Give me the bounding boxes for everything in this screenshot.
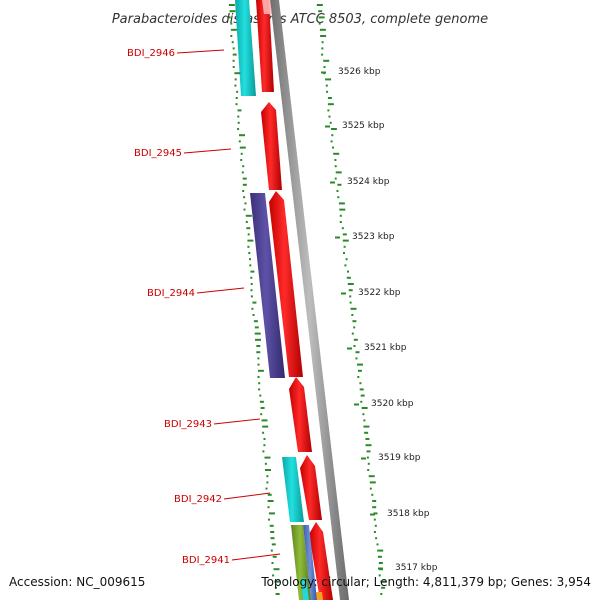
gene-bdi-2942[interactable] [300, 455, 322, 520]
genome-backbone [270, 0, 349, 600]
accession-text: Accession: NC_009615 [9, 575, 145, 589]
gc-content-track [228, 4, 387, 595]
reverse-strand-genes [235, 0, 323, 600]
gene-bdi-2946[interactable] [256, 0, 274, 92]
gene-label-bdi-2943[interactable]: BDI_2943 [164, 419, 212, 430]
gene-label-bdi-2945[interactable]: BDI_2945 [134, 148, 182, 159]
gene-label-leader [176, 49, 225, 54]
gene-bdi-2946-rev[interactable] [235, 0, 256, 96]
gene-label-bdi-2942[interactable]: BDI_2942 [174, 494, 222, 505]
kbp-tick-label: 3520 kbp [371, 399, 414, 409]
gene-label-leader [231, 553, 281, 561]
kbp-tick-label: 3521 kbp [364, 343, 407, 353]
gene-label-bdi-2944[interactable]: BDI_2944 [147, 288, 195, 299]
kbp-tick-label: 3519 kbp [378, 453, 421, 463]
kbp-scale: 3526 kbp 3525 kbp 3524 kbp 3523 kbp 3522 kbp… [321, 67, 438, 573]
gene-label-leader [213, 418, 261, 425]
kbp-tick-label: 3523 kbp [352, 232, 395, 242]
topology-text: Topology: circular; Length: 4,811,379 bp… [260, 575, 591, 589]
kbp-tick-label: 3518 kbp [387, 509, 430, 519]
gene-label-leader [183, 148, 232, 154]
gene-bdi-2945[interactable] [261, 102, 282, 190]
gene-bdi-2943[interactable] [289, 377, 312, 452]
kbp-tick-label: 3525 kbp [342, 121, 385, 131]
gene-label-bdi-2946[interactable]: BDI_2946 [127, 48, 175, 59]
kbp-tick-label: 3524 kbp [347, 177, 390, 187]
map-title: Parabacteroides distasonis ATCC 8503, co… [112, 12, 488, 27]
gene-labels: BDI_2946 BDI_2945 BDI_2944 BDI_2943 BDI_2942… [127, 48, 281, 566]
gene-bdi-2944-rev[interactable] [250, 193, 285, 378]
gene-bdi-2944[interactable] [269, 191, 303, 377]
gene-label-leader [223, 492, 271, 500]
gene-bdi-2942-rev[interactable] [282, 457, 304, 522]
kbp-tick-label: 3517 kbp [395, 563, 438, 573]
kbp-tick-label: 3522 kbp [358, 288, 401, 298]
gene-label-bdi-2941[interactable]: BDI_2941 [182, 555, 230, 566]
gc-content-inner-track [228, 4, 281, 595]
gc-skew-outer-track [316, 4, 387, 595]
kbp-tick-label: 3526 kbp [338, 67, 381, 77]
forward-strand-genes [256, 0, 333, 600]
gene-bdi-2941[interactable] [309, 522, 333, 600]
gene-label-leader [196, 287, 245, 294]
